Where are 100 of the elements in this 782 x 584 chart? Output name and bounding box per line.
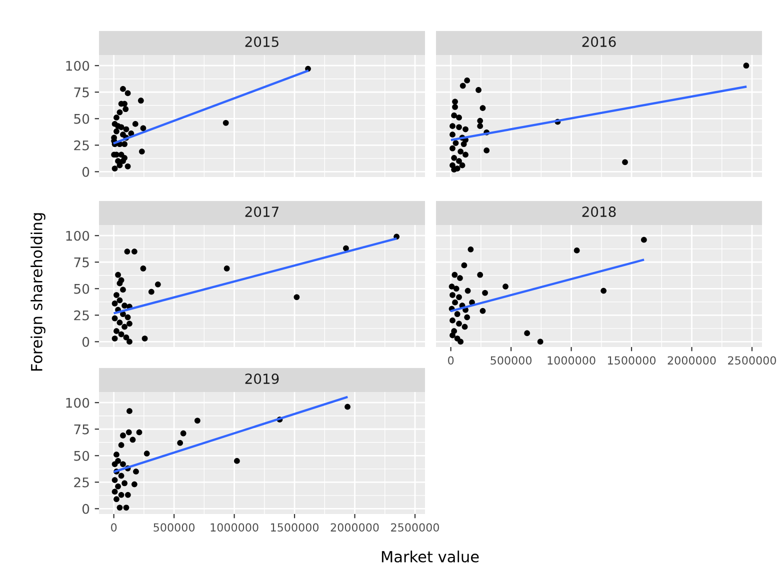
point	[234, 458, 240, 464]
point	[116, 280, 123, 286]
point	[477, 118, 484, 124]
point	[574, 248, 580, 254]
point	[140, 266, 146, 272]
y-tick-label: 50	[74, 114, 90, 124]
x-tick-label: 1000000	[210, 523, 258, 532]
point	[120, 432, 126, 438]
point	[456, 114, 462, 121]
point	[450, 145, 456, 152]
point	[126, 429, 132, 436]
point	[453, 286, 460, 292]
point	[343, 245, 349, 252]
point	[476, 87, 482, 93]
x-tick-label: 2500000	[391, 523, 440, 532]
point	[462, 152, 468, 158]
point	[484, 148, 490, 154]
y-axis-title: Foreign shareholding	[30, 213, 46, 371]
x-tick-label: 1500000	[271, 523, 319, 532]
point	[468, 246, 474, 252]
point	[123, 126, 130, 132]
point	[116, 297, 123, 304]
point	[144, 450, 150, 456]
point	[114, 128, 120, 134]
chart-title: 2019	[245, 374, 279, 384]
point	[120, 461, 126, 468]
point	[477, 272, 484, 278]
point	[460, 82, 466, 89]
point	[450, 123, 456, 130]
x-tick-label: 2000000	[330, 523, 379, 532]
point	[464, 314, 470, 320]
point	[126, 408, 132, 414]
point	[451, 166, 458, 173]
point	[133, 468, 139, 475]
chart-title: 2016	[582, 36, 616, 48]
point	[452, 140, 459, 146]
point	[294, 294, 300, 300]
point	[194, 418, 200, 424]
y-tick-label: 50	[74, 284, 90, 294]
point	[131, 248, 138, 254]
point	[537, 338, 544, 345]
point	[124, 90, 131, 96]
point	[502, 284, 508, 290]
point	[142, 336, 148, 342]
point	[122, 106, 129, 112]
point	[452, 299, 458, 306]
chart-title: 2017	[245, 206, 278, 218]
point	[114, 496, 120, 502]
point	[622, 159, 628, 166]
point	[126, 320, 132, 327]
point	[118, 492, 124, 498]
point	[456, 124, 462, 130]
point	[464, 288, 471, 294]
point	[459, 162, 466, 168]
point	[148, 288, 154, 295]
point	[138, 98, 144, 104]
point	[114, 292, 120, 298]
point	[136, 429, 142, 436]
point	[131, 481, 138, 488]
y-tick-label: 75	[74, 88, 89, 98]
y-tick-label: 0	[82, 504, 90, 514]
point	[600, 288, 607, 294]
point	[344, 404, 350, 410]
y-tick-label: 75	[74, 424, 89, 434]
point	[452, 104, 458, 110]
point	[116, 320, 123, 326]
x-tick-label: 500000	[490, 356, 532, 365]
y-tick-label: 0	[82, 166, 90, 177]
point	[480, 105, 486, 111]
point	[112, 300, 118, 306]
chart-title: 2015	[245, 36, 278, 48]
point	[116, 504, 123, 511]
point	[122, 480, 128, 486]
x-tick-label: 0	[448, 356, 454, 365]
point	[451, 154, 458, 161]
point	[454, 311, 460, 318]
point	[116, 162, 123, 168]
point	[118, 331, 124, 338]
point	[123, 334, 130, 340]
point	[456, 158, 462, 164]
x-tick-label: 500000	[154, 523, 195, 532]
x-tick-label: 1500000	[608, 356, 656, 365]
point	[122, 302, 128, 309]
point	[462, 324, 468, 330]
point	[457, 275, 463, 281]
point	[132, 121, 138, 127]
point	[112, 488, 118, 495]
point	[115, 483, 121, 490]
chart-title: 2018	[582, 206, 616, 218]
y-tick-label: 100	[66, 230, 90, 241]
point	[462, 126, 468, 132]
point	[452, 98, 458, 105]
point	[114, 328, 120, 334]
point	[640, 236, 647, 243]
point	[120, 286, 126, 293]
point	[112, 461, 118, 468]
point	[120, 86, 126, 92]
point	[126, 338, 132, 345]
point	[154, 281, 161, 288]
y-tick-label: 50	[74, 450, 90, 461]
